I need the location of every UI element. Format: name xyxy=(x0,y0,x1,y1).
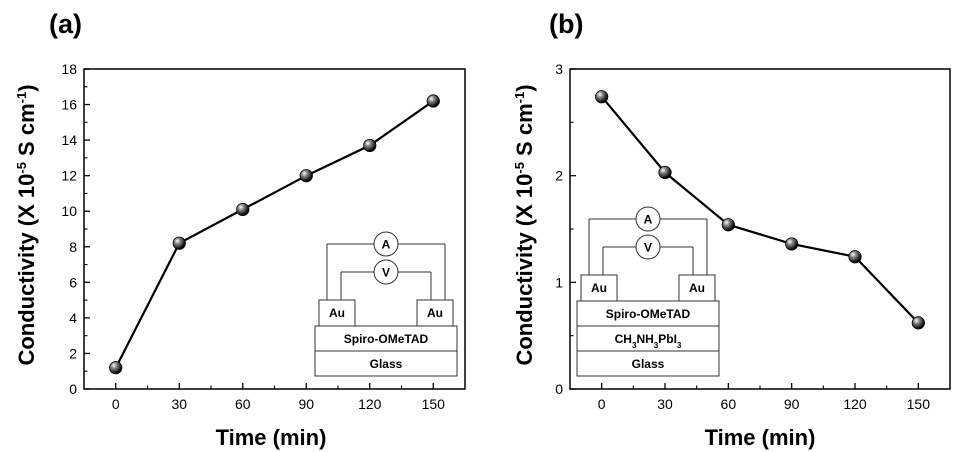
panel-a-y-tick-label: 10 xyxy=(61,203,77,219)
panel-b-data-point xyxy=(848,250,862,264)
panel-a-data-point xyxy=(363,138,377,153)
panel-a-y-tick-label: 2 xyxy=(69,345,77,361)
panel-b-x-tick-label: 60 xyxy=(721,396,737,412)
panel-b-x-tick-label: 30 xyxy=(657,396,673,412)
panel-b-y-tick-label: 0 xyxy=(555,381,563,397)
panel-a-y-tick-label: 0 xyxy=(69,381,77,397)
inset-ammeter-icon xyxy=(373,231,399,257)
panel-a-chart: (a) 0 2 4 6 8 10 12 14 16 18 0 30 60 90 120 150 AV Au Au S… xyxy=(14,9,466,450)
panel-b-inset-diagram: AV Au Au Spiro-OMeTAD CH3NH3PbI3 Glass xyxy=(576,206,720,377)
panel-a-y-tick-label: 6 xyxy=(69,274,77,290)
inset-electrode-label-right: Au xyxy=(689,281,705,295)
inset-layer-label: Spiro-OMeTAD xyxy=(344,332,429,346)
panel-a-axes: 0 2 4 6 8 10 12 14 16 18 0 30 60 90 120 150 xyxy=(61,61,466,412)
panel-b-data-point xyxy=(721,218,735,232)
panel-a-label: (a) xyxy=(49,9,82,39)
panel-b-y-title-end: ) xyxy=(512,84,537,91)
inset-layer-label: Glass xyxy=(632,357,665,371)
panel-a-y-axis-title: Conductivity (X 10-5 S cm-1) xyxy=(14,84,39,365)
panel-a-y-title-part2: S cm xyxy=(14,103,39,162)
panel-b-data xyxy=(595,90,925,330)
panel-a-y-title-sup2: -1 xyxy=(14,92,29,104)
panel-a-x-tick-label: 120 xyxy=(358,396,382,412)
inset-electrode-label-left: Au xyxy=(591,281,607,295)
inset-voltmeter-label: V xyxy=(644,241,652,255)
inset-ammeter-label: A xyxy=(382,238,391,252)
panel-a-y-tick-label: 12 xyxy=(61,168,77,184)
panel-b-series-line xyxy=(600,95,920,324)
panel-a-x-tick-label: 90 xyxy=(298,396,314,412)
panel-b-y-tick-label: 2 xyxy=(555,168,563,184)
panel-b-data-point xyxy=(785,237,799,251)
panel-a-y-tick-label: 4 xyxy=(69,310,77,326)
panel-b-y-tick-label: 3 xyxy=(555,61,563,77)
panel-a-y-tick-label: 14 xyxy=(61,132,77,148)
panel-b-y-title-part2: S cm xyxy=(512,103,537,162)
panel-b-data-point xyxy=(658,165,672,180)
inset-layer xyxy=(576,325,720,352)
inset-voltmeter-icon xyxy=(635,234,661,260)
panel-a-y-title-part1: Conductivity (X 10 xyxy=(14,174,39,366)
panel-a-x-tick-label: 150 xyxy=(422,396,446,412)
panel-b-y-axis-title: Conductivity (X 10-5 S cm-1) xyxy=(512,84,537,365)
panel-a-data-point xyxy=(172,236,186,250)
inset-voltmeter-icon xyxy=(373,259,399,285)
inset-electrode-right xyxy=(678,274,716,302)
inset-voltmeter-label: V xyxy=(382,266,390,280)
panel-a-y-title-end: ) xyxy=(14,84,39,91)
inset-electrode-label-right: Au xyxy=(427,306,443,320)
panel-b-x-tick-label: 150 xyxy=(907,396,931,412)
panel-a-y-tick-label: 16 xyxy=(61,97,77,113)
inset-layer xyxy=(576,350,720,377)
inset-layer-label: CH3NH3PbI3 xyxy=(615,332,682,350)
panel-a-data xyxy=(109,94,440,375)
inset-layer xyxy=(314,350,458,377)
panel-b-x-tick-label: 90 xyxy=(784,396,800,412)
panel-b-y-title-sup2: -1 xyxy=(512,92,527,104)
panel-a-inset-diagram: AV Au Au Spiro-OMeTAD Glass xyxy=(314,231,458,377)
panel-b-data-point xyxy=(595,90,609,104)
panel-a-y-title-sup1: -5 xyxy=(14,162,29,174)
panel-b-x-tick-label: 0 xyxy=(598,396,606,412)
panel-b-y-title-part1: Conductivity (X 10 xyxy=(512,174,537,366)
panel-a-data-point xyxy=(109,361,123,375)
inset-electrode-left xyxy=(318,299,356,327)
inset-layer xyxy=(314,325,458,352)
panel-a-x-tick-label: 30 xyxy=(171,396,187,412)
panel-b-x-axis-title: Time (min) xyxy=(705,425,816,450)
panel-a-x-axis-title: Time (min) xyxy=(216,425,327,450)
panel-b-label: (b) xyxy=(549,9,583,39)
panel-a-data-point xyxy=(299,169,313,183)
panel-a-series-line xyxy=(114,100,434,369)
panel-a-x-tick-label: 60 xyxy=(235,396,251,412)
panel-a-y-tick-label: 8 xyxy=(69,239,77,255)
panel-a-y-tick-label: 18 xyxy=(61,61,77,77)
inset-layer-label: Glass xyxy=(370,357,403,371)
panel-a-data-point xyxy=(426,94,440,108)
inset-layer-label: Spiro-OMeTAD xyxy=(606,307,691,321)
panel-a-x-tick-label: 0 xyxy=(112,396,120,412)
inset-electrode-label-left: Au xyxy=(329,306,345,320)
inset-ammeter-icon xyxy=(635,206,661,232)
inset-ammeter-label: A xyxy=(644,213,653,227)
panel-b-x-tick-label: 120 xyxy=(843,396,867,412)
panel-a-data-point xyxy=(236,202,250,217)
inset-electrode-right xyxy=(416,299,454,327)
inset-electrode-left xyxy=(580,274,618,302)
panel-b-y-tick-label: 1 xyxy=(555,274,563,290)
panel-b-y-title-sup1: -5 xyxy=(512,162,527,174)
panel-b-data-point xyxy=(911,316,925,330)
